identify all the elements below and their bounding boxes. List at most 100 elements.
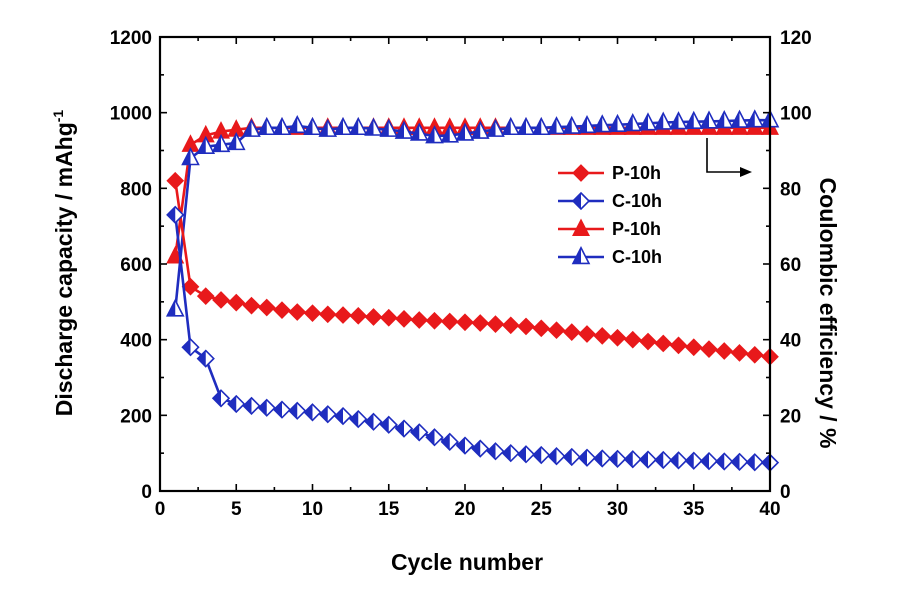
data-point	[303, 116, 322, 136]
data-point	[242, 396, 261, 416]
data-point	[532, 445, 551, 465]
data-point	[166, 171, 185, 190]
data-point	[318, 405, 337, 424]
y-tick-label: 400	[120, 331, 152, 352]
data-point	[333, 116, 353, 136]
data-point	[699, 110, 719, 129]
data-point	[212, 291, 230, 309]
data-point	[501, 316, 520, 335]
legend-marker	[571, 246, 591, 265]
data-point	[181, 338, 200, 357]
y-tick-label: 200	[120, 406, 152, 427]
legend-item: P-10h	[558, 163, 661, 183]
data-point	[653, 111, 673, 130]
data-point	[547, 447, 566, 466]
data-point	[593, 449, 612, 468]
legend-marker	[572, 218, 590, 237]
legend-marker	[572, 164, 590, 182]
data-point	[730, 344, 749, 362]
data-point	[211, 389, 231, 408]
data-point	[562, 115, 582, 134]
data-point	[364, 308, 383, 326]
data-point	[547, 116, 566, 135]
data-point	[470, 120, 490, 139]
data-point	[242, 296, 261, 315]
data-point	[425, 125, 444, 144]
data-point	[364, 117, 383, 136]
data-point	[379, 118, 399, 137]
data-point	[684, 110, 704, 129]
data-point	[531, 116, 551, 136]
y-axis-label-text: Discharge capacity / mAhg	[51, 122, 77, 416]
data-point	[501, 116, 521, 136]
data-point	[333, 406, 353, 426]
x-tick-label: 20	[454, 499, 475, 520]
data-point	[715, 452, 734, 471]
data-point	[227, 394, 246, 414]
y-tick-label: 800	[120, 179, 152, 200]
x-tick-label: 5	[231, 499, 242, 520]
data-point	[700, 340, 718, 358]
data-point	[440, 124, 460, 143]
y-tick-label: 0	[141, 482, 152, 503]
legend-label: C-10h	[612, 247, 662, 267]
plot-frame	[158, 35, 772, 493]
y-axis-label-superscript: -1	[50, 110, 66, 123]
y-tick-label: 1200	[110, 28, 152, 49]
legend-marker	[571, 191, 591, 211]
data-point	[226, 131, 246, 151]
data-point	[410, 423, 429, 442]
legend-item: P-10h	[558, 218, 661, 239]
data-point	[562, 323, 581, 341]
data-point	[638, 112, 658, 131]
y2-tick-label: 80	[780, 179, 801, 200]
data-point	[532, 319, 551, 338]
x-tick-label: 25	[531, 499, 553, 520]
data-point	[501, 444, 520, 463]
data-point	[486, 442, 505, 461]
data-point	[623, 113, 643, 132]
data-point	[227, 293, 246, 312]
data-point	[516, 116, 536, 136]
data-point	[242, 118, 261, 137]
x-tick-label: 10	[302, 499, 323, 520]
y2-tick-label: 120	[780, 28, 812, 49]
data-point	[181, 147, 200, 166]
data-point	[257, 116, 277, 136]
data-point	[562, 447, 581, 467]
data-point	[166, 205, 185, 224]
data-point	[287, 114, 307, 134]
data-point	[409, 122, 429, 141]
axes: 0 5 10 15 20 25 30 35 40020040060080010001200020…	[110, 28, 812, 520]
data-point	[486, 315, 505, 334]
data-point	[379, 415, 398, 434]
data-point	[379, 308, 398, 327]
series-3	[165, 109, 780, 317]
data-point	[623, 330, 642, 349]
y2-tick-label: 0	[780, 482, 791, 503]
data-point	[669, 111, 688, 130]
data-point	[684, 338, 703, 357]
data-point	[257, 398, 276, 417]
legend: P-10h C-10h P-10h C-10h	[558, 163, 662, 267]
data-point	[196, 287, 215, 306]
data-point	[364, 412, 383, 431]
data-point	[425, 428, 444, 447]
x-tick-label: 15	[378, 499, 400, 520]
arrow-head	[740, 167, 752, 177]
legend-label: P-10h	[612, 219, 661, 239]
data-point	[730, 452, 749, 471]
arrow-line	[706, 138, 742, 173]
data-point	[638, 450, 658, 469]
data-point	[593, 327, 612, 345]
data-point	[196, 135, 216, 154]
data-point	[715, 342, 734, 360]
legend-item: C-10h	[558, 191, 662, 211]
annotation-arrow	[706, 138, 752, 177]
data-point	[699, 451, 719, 471]
data-point	[425, 311, 444, 330]
data-point	[394, 419, 414, 438]
data-point	[272, 116, 292, 136]
data-point	[303, 403, 322, 422]
